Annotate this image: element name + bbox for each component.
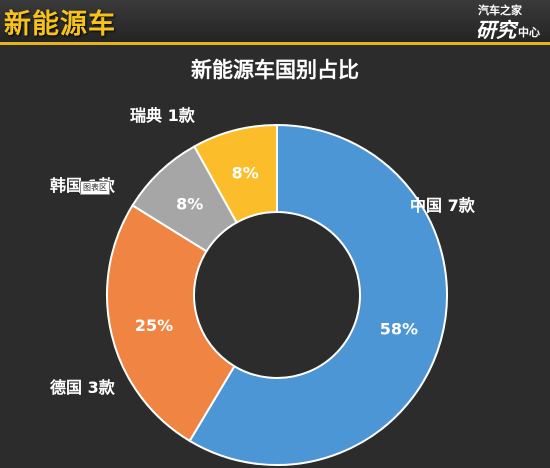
category-label-0: 中国 7款: [410, 196, 476, 215]
percent-label-3: 8%: [232, 164, 259, 183]
percent-label-1: 25%: [135, 316, 173, 335]
slice-0: [188, 123, 448, 466]
header-bar: [0, 0, 550, 44]
chart-title: 新能源车国别占比: [191, 58, 359, 82]
brand-main-text: 研究: [476, 18, 516, 42]
brand-logo: 汽车之家 研究 中心: [470, 2, 548, 42]
brand-top-text: 汽车之家: [478, 4, 522, 17]
header-divider: [0, 42, 550, 45]
percent-labels-group: 58% 25% 8% 8%: [135, 164, 418, 339]
slices-group: [106, 123, 448, 466]
slice-3: [192, 123, 278, 224]
category-label-1: 德国 3款: [50, 378, 116, 397]
brand-sub-text: 中心: [518, 26, 540, 39]
category-label-3: 瑞典 1款: [130, 106, 196, 125]
chart-area-tooltip: 图表区: [80, 181, 110, 195]
slice-1: [106, 203, 236, 443]
percent-label-2: 8%: [176, 194, 203, 213]
percent-label-0: 58%: [380, 320, 418, 339]
page-title: 新能源车: [4, 9, 116, 40]
